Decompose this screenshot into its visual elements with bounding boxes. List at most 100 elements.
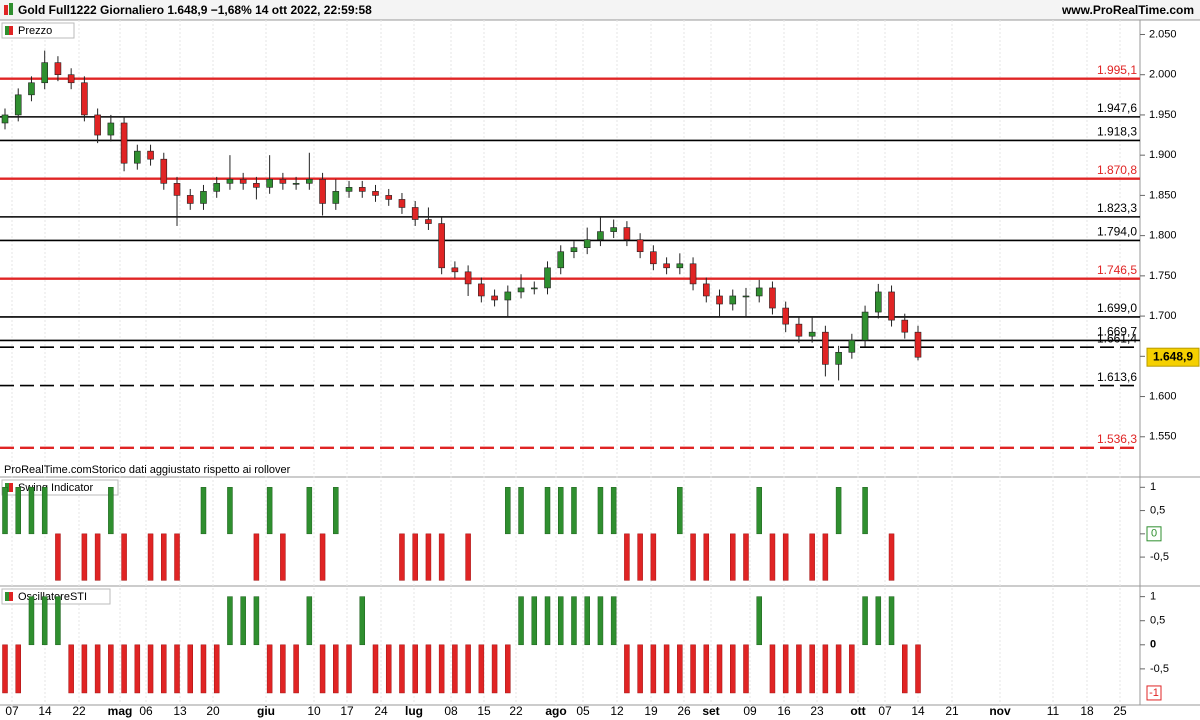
indicator-bar	[41, 487, 48, 535]
candle-body	[173, 183, 181, 196]
y-tick-label: 1.700	[1149, 310, 1177, 322]
icon	[5, 26, 9, 35]
y-tick-label: 1.550	[1149, 431, 1177, 443]
indicator-bar	[2, 487, 8, 535]
indicator-bar	[835, 644, 842, 694]
candle-body	[372, 191, 379, 196]
indicator-bar	[690, 644, 696, 694]
x-tick-label: 09	[743, 704, 757, 718]
indicator-bar	[849, 644, 855, 694]
indicator-bar	[637, 644, 643, 694]
candle-body	[451, 267, 459, 273]
indicator-bar	[121, 533, 127, 581]
x-tick-label: set	[702, 704, 719, 718]
candle-body	[81, 82, 88, 116]
indicator-bar	[266, 644, 273, 694]
x-tick-label: 08	[444, 704, 458, 718]
x-tick-label: giu	[257, 704, 275, 718]
indicator-bar	[835, 487, 842, 535]
indicator-bar	[187, 644, 193, 694]
indicator-bar	[134, 644, 141, 694]
indicator-bar	[81, 533, 88, 581]
candle-body	[689, 263, 697, 285]
indicator-bar	[557, 596, 564, 646]
candle-body	[120, 122, 128, 164]
indicator-bar	[161, 533, 167, 581]
indicator-bar	[571, 487, 577, 535]
y-tick-label: 0	[1150, 639, 1156, 651]
panel-title: Prezzo	[18, 25, 52, 37]
indicator-bar	[174, 644, 180, 694]
x-tick-label: 26	[677, 704, 691, 718]
indicator-bar	[55, 533, 61, 581]
y-tick-label: -0,5	[1150, 663, 1169, 675]
candle-body	[134, 150, 141, 164]
last-value-label: -1	[1149, 687, 1159, 699]
candle-body	[200, 191, 207, 204]
indicator-bar	[108, 644, 114, 694]
indicator-bar	[624, 533, 630, 581]
indicator-bar	[346, 644, 352, 694]
indicator-bar	[756, 596, 762, 646]
icon	[9, 3, 13, 15]
candle-body	[266, 179, 273, 188]
indicator-bar	[730, 644, 736, 694]
indicator-bar	[438, 644, 445, 694]
indicator-bar	[41, 596, 48, 646]
x-tick-label: 05	[576, 704, 590, 718]
candle-body	[623, 227, 631, 240]
candle-body	[901, 319, 909, 333]
level-label: 1.661,4	[1097, 331, 1137, 345]
candle-body	[822, 331, 829, 365]
x-tick-label: 06	[139, 704, 153, 718]
x-tick-label: 15	[477, 704, 491, 718]
indicator-bar	[624, 644, 630, 694]
x-tick-label: 25	[1113, 704, 1127, 718]
indicator-bar	[518, 487, 524, 535]
indicator-bar	[240, 596, 246, 646]
level-label: 1.823,3	[1097, 201, 1137, 215]
indicator-bar	[253, 596, 260, 646]
icon	[4, 5, 8, 15]
indicator-bar	[677, 644, 683, 694]
candle-body	[914, 331, 922, 358]
candle-body	[41, 62, 48, 84]
candle-body	[650, 251, 657, 265]
candle-body	[597, 231, 604, 240]
indicator-bar	[372, 644, 379, 694]
candle-body	[702, 283, 710, 297]
indicator-bar	[650, 644, 657, 694]
indicator-bar	[94, 533, 101, 581]
panel-title: OscillatoreSTI	[18, 591, 87, 603]
indicator-bar	[782, 533, 789, 581]
indicator-bar	[862, 596, 868, 646]
x-tick-label: 18	[1080, 704, 1094, 718]
indicator-bar	[319, 644, 326, 694]
candle-body	[306, 179, 313, 184]
y-tick-label: 1	[1150, 591, 1156, 603]
candle-body	[875, 291, 882, 313]
indicator-bar	[266, 487, 273, 535]
indicator-bar	[796, 644, 802, 694]
candle-body	[319, 179, 326, 204]
indicator-bar	[306, 596, 313, 646]
indicator-bar	[716, 644, 723, 694]
candle-body	[332, 191, 340, 204]
indicator-bar	[544, 487, 551, 535]
indicator-bar	[452, 644, 458, 694]
icon	[9, 26, 13, 35]
indicator-bar	[227, 487, 233, 535]
indicator-bar	[610, 596, 617, 646]
level-label: 1.536,3	[1097, 432, 1137, 446]
indicator-bar	[174, 533, 180, 581]
indicator-bar	[385, 644, 392, 694]
indicator-bar	[227, 596, 233, 646]
indicator-bar	[147, 644, 154, 694]
x-tick-label: 10	[307, 704, 321, 718]
indicator-bar	[121, 644, 127, 694]
x-tick-label: 22	[72, 704, 86, 718]
indicator-bar	[544, 596, 551, 646]
x-tick-label: 16	[777, 704, 791, 718]
candle-body	[213, 183, 221, 192]
note: ProRealTime.comStorico dati aggiustato r…	[4, 464, 291, 476]
